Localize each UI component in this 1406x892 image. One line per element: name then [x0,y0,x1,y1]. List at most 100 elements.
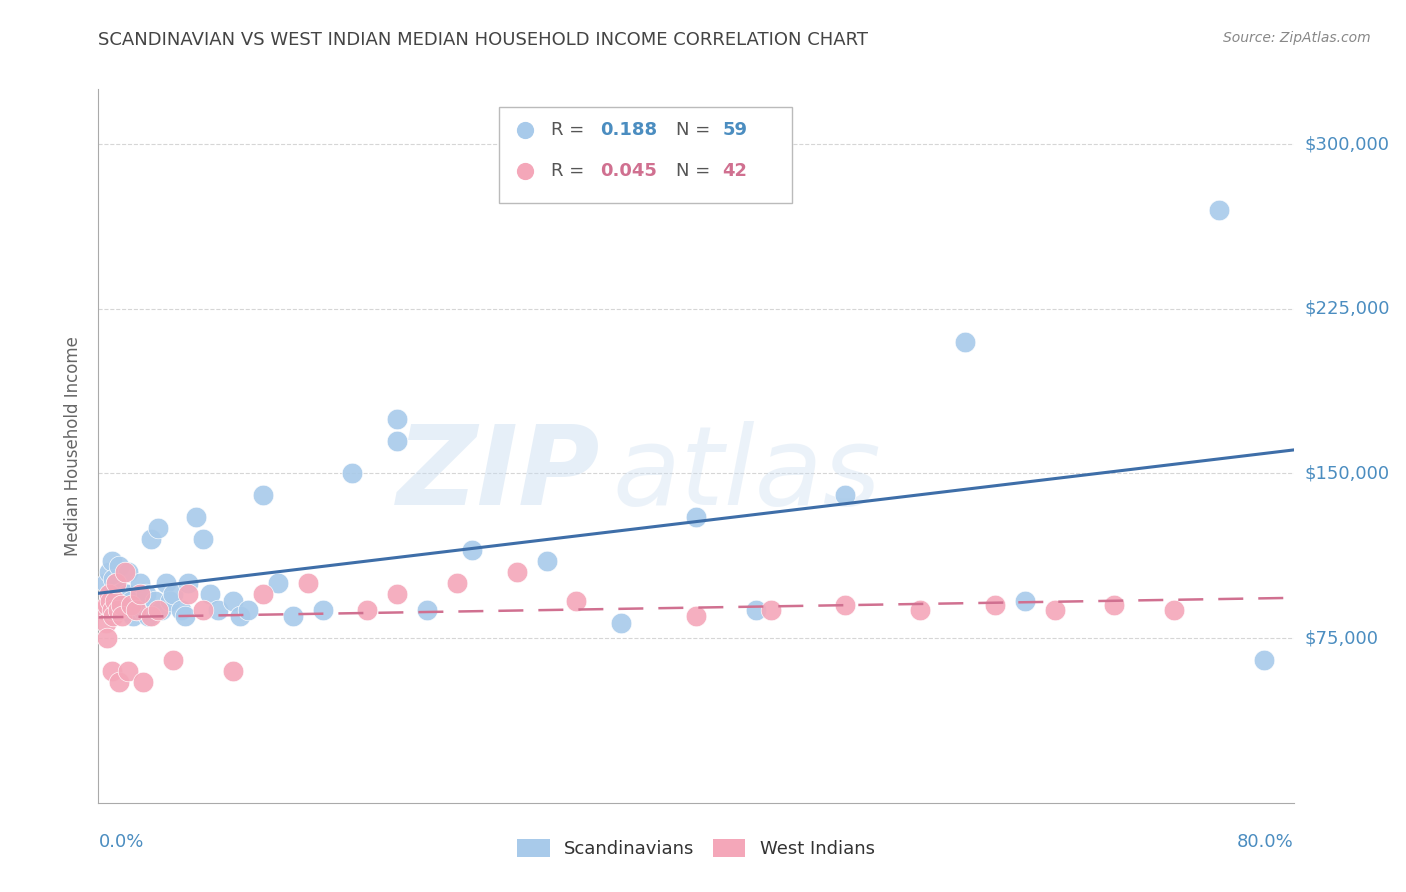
Point [385,411,409,425]
Point [127,602,149,616]
Text: R =: R = [551,121,591,139]
Point [162,587,184,601]
Point [252,488,274,502]
Point [101,554,124,568]
Text: R =: R = [551,162,591,180]
Text: 42: 42 [723,162,747,180]
Point [94,576,117,591]
Point [685,510,707,524]
Point [105,576,128,591]
Point [1104,598,1126,612]
Point [177,587,200,601]
Point [416,602,439,616]
Text: atlas: atlas [612,421,882,528]
Text: N =: N = [676,121,716,139]
Point [108,675,131,690]
Point [236,602,259,616]
Point [97,566,120,580]
Point [159,594,181,608]
Point [117,566,139,580]
Point [1253,653,1275,667]
Text: ZIP: ZIP [396,421,600,528]
Point [111,585,134,599]
Point [114,602,136,616]
Point [132,602,155,616]
Point [98,587,122,601]
Point [101,664,124,678]
Text: 80.0%: 80.0% [1237,833,1294,851]
Point [342,467,364,481]
Point [94,615,117,630]
Point [222,664,245,678]
Point [565,594,588,608]
Point [685,609,707,624]
Text: 0.188: 0.188 [600,121,658,139]
Point [311,602,333,616]
Point [155,576,177,591]
Point [620,796,643,810]
Point [191,602,214,616]
Point [103,591,125,606]
Point [115,587,138,601]
Point [834,598,856,612]
Text: $225,000: $225,000 [1305,300,1391,318]
Point [506,566,529,580]
Point [184,510,207,524]
Text: SCANDINAVIAN VS WEST INDIAN MEDIAN HOUSEHOLD INCOME CORRELATION CHART: SCANDINAVIAN VS WEST INDIAN MEDIAN HOUSE… [98,31,869,49]
Point [620,796,643,810]
Point [128,591,150,606]
FancyBboxPatch shape [499,107,792,203]
Point [121,609,143,624]
Point [281,609,304,624]
Point [129,587,152,601]
Point [983,598,1005,612]
Point [104,594,127,608]
Point [953,334,976,349]
Point [108,558,131,573]
Point [461,543,484,558]
Point [908,602,931,616]
Point [385,587,409,601]
Text: N =: N = [676,162,716,180]
Point [536,554,558,568]
Text: 59: 59 [723,121,747,139]
Point [356,602,378,616]
Point [148,602,170,616]
Point [267,576,290,591]
Point [120,598,142,612]
Text: $75,000: $75,000 [1305,629,1379,647]
Point [110,598,132,612]
Point [191,533,214,547]
Point [107,587,129,601]
Point [125,602,148,616]
Text: Source: ZipAtlas.com: Source: ZipAtlas.com [1223,31,1371,45]
Point [135,587,157,601]
Text: 0.045: 0.045 [600,162,657,180]
Legend: Scandinavians, West Indians: Scandinavians, West Indians [510,831,882,865]
Point [103,609,125,624]
Point [97,587,120,601]
Point [759,602,782,616]
Point [252,587,274,601]
Point [96,631,118,645]
Y-axis label: Median Household Income: Median Household Income [65,336,83,556]
Point [103,602,125,616]
Point [207,602,229,616]
Point [200,587,222,601]
Point [117,664,139,678]
Point [139,609,162,624]
Point [101,602,124,616]
Point [745,602,768,616]
Point [93,602,115,616]
Point [174,609,197,624]
Point [1163,602,1185,616]
Point [148,521,170,535]
Point [111,609,134,624]
Point [169,602,191,616]
Point [120,594,142,608]
Point [834,488,856,502]
Point [114,566,136,580]
Point [385,434,409,448]
Point [98,594,122,608]
Point [1043,602,1066,616]
